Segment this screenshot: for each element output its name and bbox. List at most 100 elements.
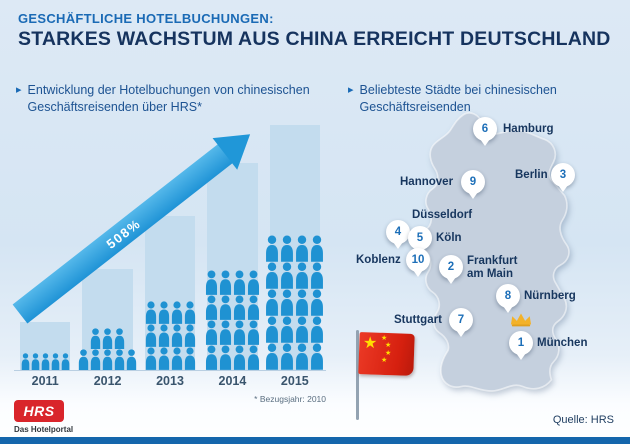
person-icon [205,345,217,370]
star-icon: ★ [381,335,388,342]
growth-percentage-label: 508% [103,215,144,252]
person-icon [233,295,245,320]
map-pin-nuernberg: 8 [496,284,520,313]
china-flag: ★ ★ ★ ★ ★ [348,330,420,422]
pin-rank-number: 3 [551,163,575,187]
city-label-koeln: Köln [436,232,462,244]
pin-rank-number: 7 [449,308,473,332]
chart-column-2012 [76,120,138,370]
person-icon [41,353,50,370]
person-icon [205,270,217,295]
person-icon [205,295,217,320]
person-icon [90,328,101,349]
people-pictogram [76,328,138,370]
map-pin-hannover: 9 [461,170,485,199]
person-icon [247,295,259,320]
pin-rank-number: 1 [509,331,533,355]
map-pin-hamburg: 6 [473,117,497,146]
people-pictogram [201,270,263,370]
chart-baseline [14,370,326,371]
person-icon [184,324,195,347]
year-label: 2015 [280,374,309,388]
right-section-heading: ▸ Beliebteste Städte bei chinesischen Ge… [348,82,598,116]
person-icon [281,316,294,343]
map-pin-koblenz: 10 [406,248,430,277]
person-icon [281,262,294,289]
bullet-triangle-icon: ▸ [16,84,22,96]
year-axis: 2011 2012 2013 2014 2015 [14,374,326,388]
person-icon [266,289,279,316]
person-icon [296,316,309,343]
pin-tip-icon [393,242,403,249]
pin-tip-icon [413,270,423,277]
left-section-heading: ▸ Entwicklung der Hotelbuchungen von chi… [16,82,316,116]
person-icon [21,353,30,370]
pin-tip-icon [503,306,513,313]
city-label-duesseldorf: Düsseldorf [412,209,473,221]
star-icon: ★ [363,335,378,352]
pin-tip-icon [468,192,478,199]
map-pin-duesseldorf: 4 [386,220,410,249]
map-pin-frankfurt: 2 [439,255,463,284]
chart-column-2015 [264,120,326,370]
people-pictogram [264,235,326,370]
person-icon [296,289,309,316]
city-label-stuttgart: Stuttgart [394,314,442,326]
star-icon: ★ [385,342,392,349]
year-label: 2014 [218,374,247,388]
flag-pole [356,330,359,420]
pin-rank-number: 8 [496,284,520,308]
person-icon [266,262,279,289]
person-icon [51,353,60,370]
person-icon [311,316,324,343]
person-icon [102,349,113,370]
pin-rank-number: 5 [408,226,432,250]
pictogram-columns [14,120,326,370]
person-icon [145,347,156,370]
city-label-hamburg: Hamburg [503,123,554,135]
person-icon [145,324,156,347]
person-icon [219,295,231,320]
source-credit: Quelle: HRS [552,414,614,426]
person-icon [311,289,324,316]
pin-tip-icon [558,185,568,192]
person-icon [78,349,89,370]
left-heading-text: Entwicklung der Hotelbuchungen von chine… [27,83,310,114]
germany-map-area: 6 Hamburg 3 Berlin 9 Hannover 4 Düsseldo… [340,106,628,420]
star-icon: ★ [381,357,388,364]
person-icon [266,343,279,370]
city-label-muenchen: München [537,337,588,349]
person-icon [61,353,70,370]
hrs-logo: HRS [14,400,64,422]
chart-column-2011 [14,120,76,370]
chart-column-2013 [139,120,201,370]
person-icon [171,347,182,370]
map-pin-stuttgart: 7 [449,308,473,337]
person-icon [296,262,309,289]
bullet-triangle-icon: ▸ [348,84,354,96]
person-icon [219,270,231,295]
person-icon [247,345,259,370]
people-pictogram [14,353,76,370]
pin-tip-icon [480,139,490,146]
person-icon [102,328,113,349]
city-label-berlin: Berlin [515,169,548,181]
person-icon [247,320,259,345]
right-heading-text: Beliebteste Städte bei chinesischen Gesc… [359,83,557,114]
header-kicker: GESCHÄFTLICHE HOTELBUCHUNGEN: [18,11,274,26]
pin-rank-number: 4 [386,220,410,244]
city-label-nuernberg: Nürnberg [524,290,576,302]
chart-footnote: * Bezugsjahr: 2010 [254,394,326,404]
city-label-frankfurt: Frankfurt am Main [467,255,518,281]
person-icon [114,349,125,370]
person-icon [247,270,259,295]
person-icon [219,320,231,345]
person-icon [281,343,294,370]
person-icon [31,353,40,370]
person-icon [219,345,231,370]
pin-rank-number: 6 [473,117,497,141]
person-icon [233,270,245,295]
person-icon [184,301,195,324]
person-icon [114,328,125,349]
star-icon: ★ [385,350,392,357]
